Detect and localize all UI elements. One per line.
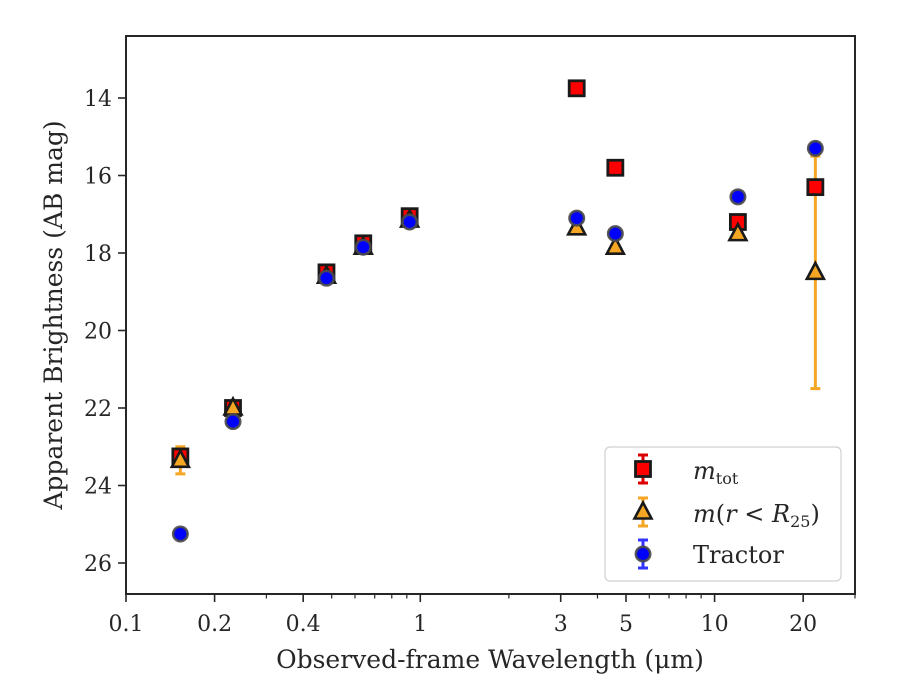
y-tick-label: 24 — [84, 475, 112, 500]
y-tick-label: 14 — [84, 87, 112, 112]
plot-frame — [125, 35, 856, 595]
data-marks — [169, 79, 827, 543]
legend-markers — [632, 453, 654, 570]
legend-label-m-r-r25: m(r < R25) — [693, 500, 820, 531]
point-tractor — [354, 238, 372, 256]
point-m-tot — [606, 158, 625, 177]
point-tractor — [224, 413, 242, 431]
x-tick-label: 0.1 — [109, 612, 144, 637]
point-m-r-r25 — [169, 448, 192, 469]
y-tick-label: 16 — [84, 165, 112, 190]
legend-marker-m-r-r25 — [632, 499, 654, 520]
point-tractor — [806, 139, 824, 157]
point-tractor — [317, 269, 335, 287]
point-tractor — [568, 209, 586, 227]
y-axis-title: Apparent Brightness (AB mag) — [39, 120, 68, 510]
x-tick-label: 20 — [789, 612, 817, 637]
y-tick-label: 18 — [84, 242, 112, 267]
x-tick-label: 0.2 — [197, 612, 232, 637]
point-tractor — [171, 525, 189, 543]
x-tick-label: 5 — [619, 612, 633, 637]
legend-label-m-tot: mtot — [693, 457, 739, 488]
point-m-tot — [567, 79, 586, 98]
point-m-r-r25 — [804, 260, 827, 281]
point-tractor — [729, 188, 747, 206]
point-m-r-r25 — [727, 221, 749, 242]
x-tick-label: 3 — [554, 612, 568, 637]
y-tick-label: 20 — [84, 320, 112, 345]
x-tick-label: 10 — [701, 612, 729, 637]
x-tick-label: 0.4 — [286, 612, 321, 637]
legend: mtot m(r < R25) Tractor — [604, 446, 842, 582]
legend-marker-m-tot — [634, 460, 652, 478]
point-tractor — [401, 213, 419, 231]
axis-ticks: 0.1 0.2 0.4 1 3 5 10 20 14 16 18 20 22 24 26 — [84, 87, 856, 637]
y-tick-label: 26 — [84, 552, 112, 577]
legend-box — [604, 446, 842, 582]
legend-label-tractor: Tractor — [693, 541, 784, 569]
point-m-r-r25 — [604, 234, 627, 255]
legend-marker-tractor — [634, 545, 652, 563]
x-tick-label: 1 — [413, 612, 427, 637]
point-tractor — [606, 225, 624, 243]
y-tick-label: 22 — [84, 397, 112, 422]
x-axis-title: Observed-frame Wavelength (μm) — [276, 645, 704, 674]
point-m-tot — [806, 178, 825, 197]
